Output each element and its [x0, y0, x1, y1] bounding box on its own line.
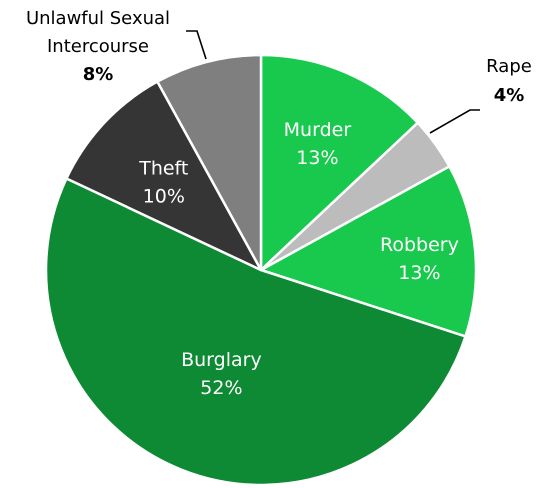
- label-theft: Theft: [138, 158, 188, 180]
- slice-unlawful-sexual-intercourse: [156, 53, 263, 272]
- value-burglary: 52%: [200, 377, 242, 399]
- pie-slices: [44, 53, 478, 487]
- value-robbery: 13%: [398, 262, 440, 284]
- slice-murder: [259, 53, 419, 272]
- pie-labels: Murder 13% Rape 4% Robbery 13% Burglary 52% Thef…: [26, 8, 532, 399]
- label-unlawful-sexual-intercourse-line-2: Intercourse: [47, 36, 149, 57]
- slice-burglary: [44, 177, 467, 487]
- value-rape: 4%: [494, 85, 525, 106]
- label-rape: Rape: [486, 56, 532, 77]
- value-unlawful-sexual-intercourse: 8%: [83, 64, 114, 85]
- leader-line-unlawful-sexual-intercourse: [186, 30, 207, 60]
- label-unlawful-sexual-intercourse-line-1: Unlawful Sexual: [26, 8, 170, 29]
- slice-theft: [65, 80, 263, 272]
- slice-robbery: [259, 165, 478, 338]
- label-murder: Murder: [284, 119, 352, 141]
- label-burglary: Burglary: [181, 349, 262, 371]
- label-robbery: Robbery: [380, 234, 459, 256]
- leader-line-rape: [429, 109, 480, 134]
- value-murder: 13%: [296, 147, 338, 169]
- value-theft: 10%: [143, 186, 185, 208]
